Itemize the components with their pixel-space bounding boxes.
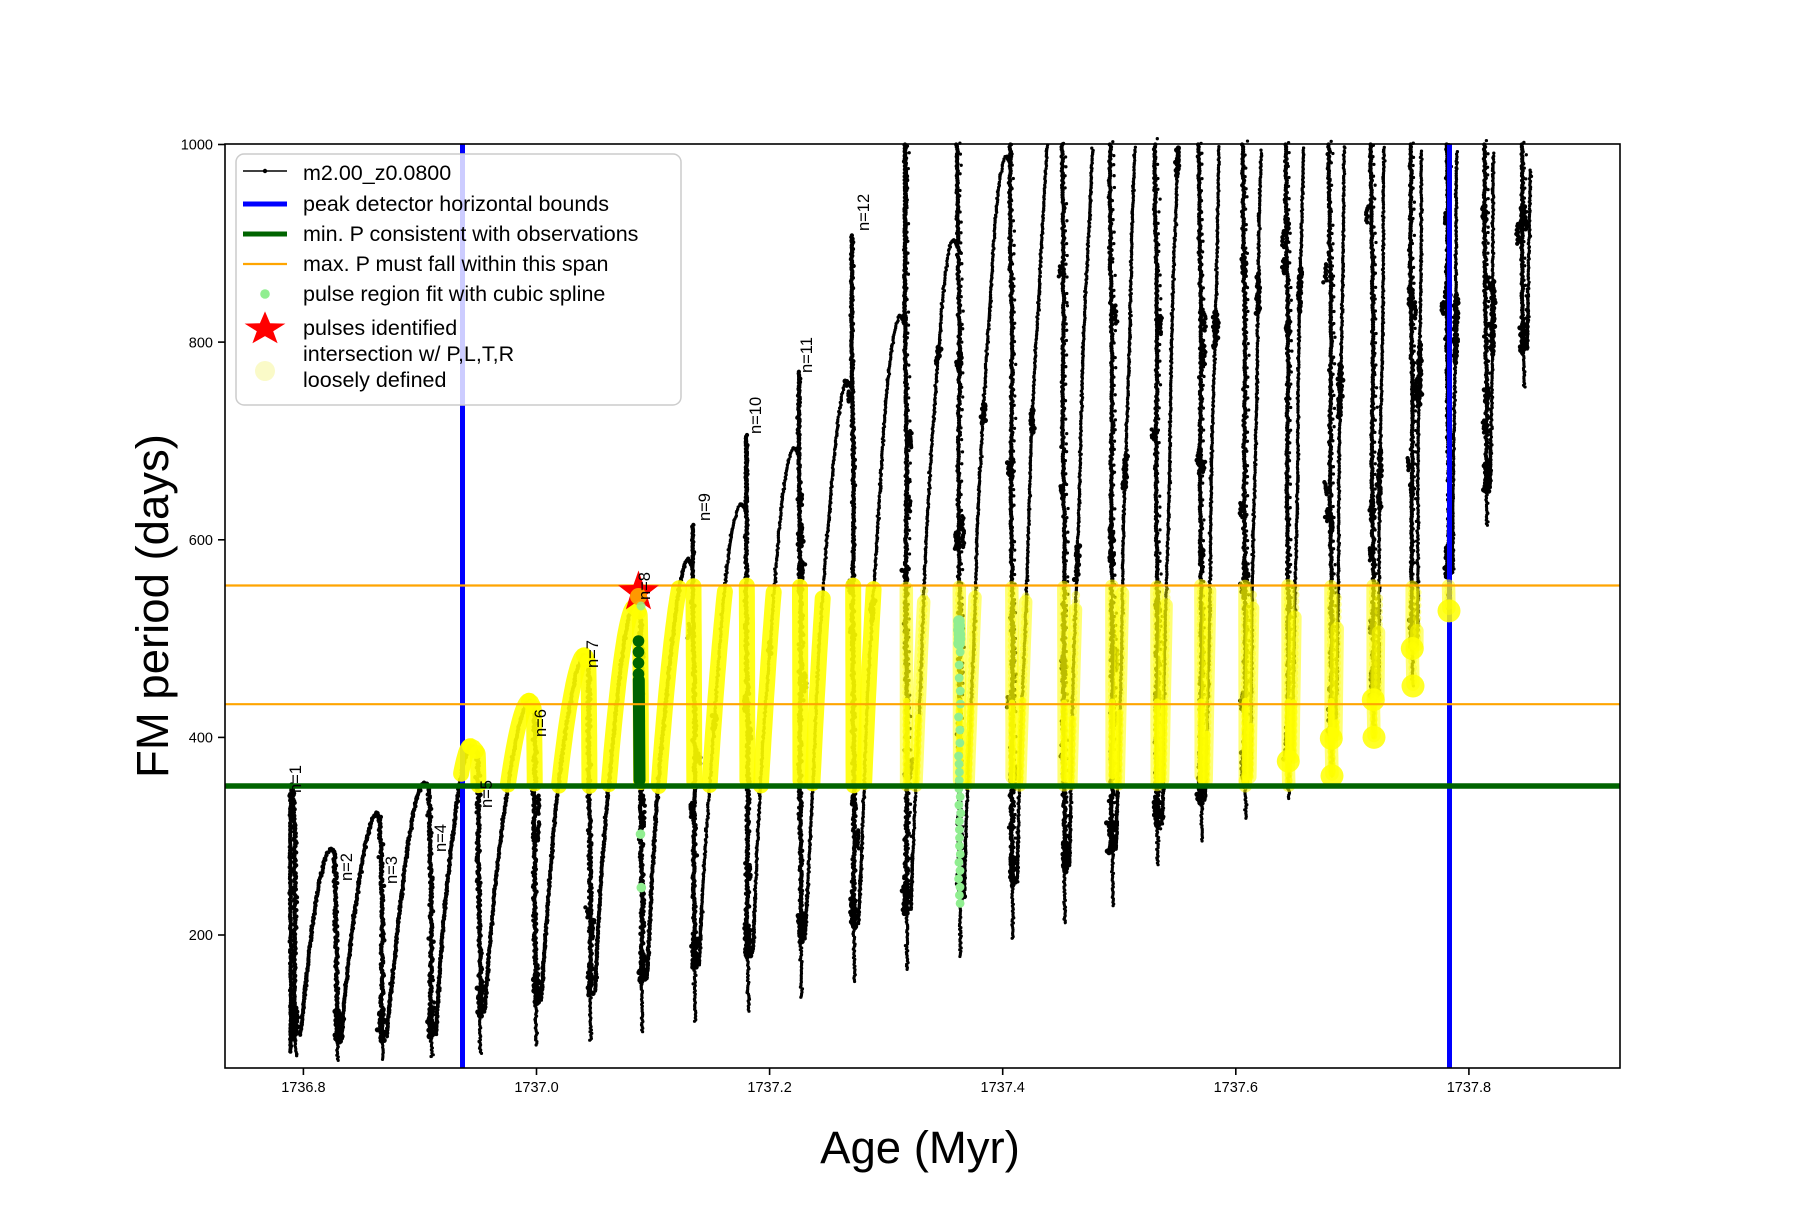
svg-text:FM period (days): FM period (days): [127, 434, 178, 778]
svg-text:n=12: n=12: [855, 194, 873, 231]
svg-text:m2.00_z0.0800: m2.00_z0.0800: [303, 161, 451, 185]
svg-text:peak detector horizontal bound: peak detector horizontal bounds: [303, 192, 609, 216]
svg-text:pulse region fit with cubic sp: pulse region fit with cubic spline: [303, 282, 605, 306]
svg-text:n=2: n=2: [338, 853, 356, 881]
svg-text:400: 400: [189, 731, 213, 747]
svg-text:n=6: n=6: [532, 709, 550, 737]
svg-text:1737.0: 1737.0: [514, 1080, 558, 1096]
svg-text:n=1: n=1: [287, 765, 305, 793]
svg-text:min. P consistent with observa: min. P consistent with observations: [303, 222, 638, 246]
svg-text:1737.2: 1737.2: [747, 1080, 791, 1096]
svg-text:1737.4: 1737.4: [981, 1080, 1025, 1096]
svg-text:n=10: n=10: [747, 397, 765, 434]
svg-text:n=7: n=7: [584, 640, 602, 668]
svg-text:loosely defined: loosely defined: [303, 368, 446, 392]
svg-text:n=8: n=8: [636, 572, 654, 600]
svg-text:pulses identified: pulses identified: [303, 316, 457, 340]
svg-text:n=11: n=11: [798, 337, 816, 373]
svg-text:Age (Myr): Age (Myr): [820, 1122, 1020, 1173]
svg-text:1737.8: 1737.8: [1447, 1080, 1491, 1096]
svg-text:1736.8: 1736.8: [281, 1080, 325, 1096]
svg-text:600: 600: [189, 533, 213, 549]
svg-text:n=4: n=4: [432, 824, 450, 852]
svg-text:max. P must fall within this s: max. P must fall within this span: [303, 252, 609, 276]
svg-text:1000: 1000: [181, 138, 213, 154]
svg-text:800: 800: [189, 335, 213, 351]
svg-text:n=5: n=5: [478, 780, 496, 808]
svg-text:200: 200: [189, 928, 213, 944]
svg-text:1737.6: 1737.6: [1214, 1080, 1258, 1096]
svg-text:n=3: n=3: [383, 856, 401, 884]
svg-text:n=9: n=9: [696, 493, 714, 521]
svg-text:intersection w/ P,L,T,R: intersection w/ P,L,T,R: [303, 342, 514, 366]
